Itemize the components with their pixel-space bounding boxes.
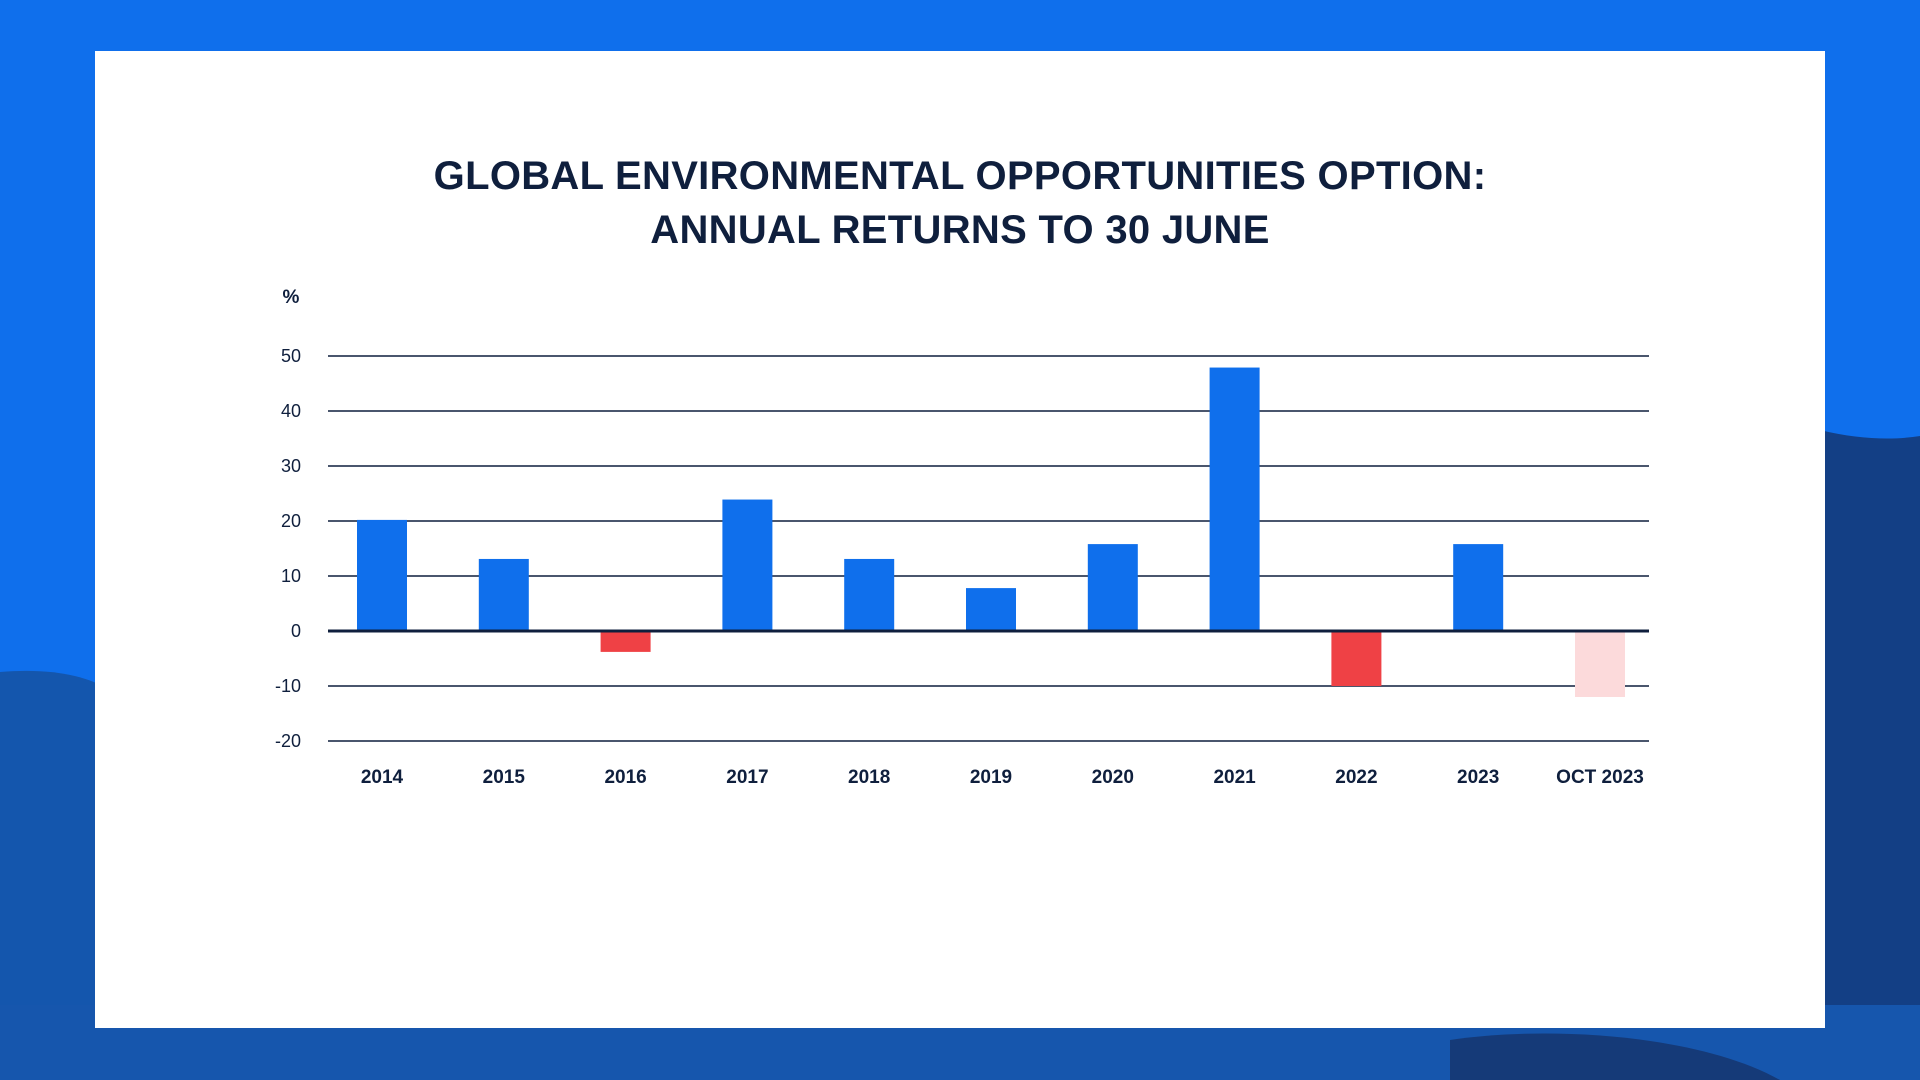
x-tick-label: OCT 2023 xyxy=(1556,767,1644,788)
bar-2020 xyxy=(1087,544,1138,631)
chart-title: GLOBAL ENVIRONMENTAL OPPORTUNITIES OPTIO… xyxy=(95,149,1825,257)
x-tick-label: 2019 xyxy=(970,767,1012,788)
x-tick-label: 2018 xyxy=(848,767,890,788)
x-tick-labels: 2014 2015 2016 2017 2018 2019 2020 2021 2022 2023… xyxy=(361,767,1644,788)
y-tick-label: -10 xyxy=(275,676,301,696)
y-tick-label: 20 xyxy=(281,511,301,531)
y-tick-label: -20 xyxy=(275,731,301,751)
bar-2018 xyxy=(844,558,895,631)
y-tick-labels: 50 40 30 20 10 0 -10 -20 xyxy=(275,346,301,751)
bar-2016 xyxy=(600,631,651,652)
y-tick-label: 0 xyxy=(291,621,301,641)
x-tick-label: 2016 xyxy=(604,767,646,788)
y-tick-label: 10 xyxy=(281,566,301,586)
bar-2014 xyxy=(357,519,407,631)
bar-2023 xyxy=(1453,544,1504,631)
gridlines xyxy=(328,355,1649,742)
x-tick-label: 2017 xyxy=(726,767,768,788)
y-tick-label: 40 xyxy=(281,401,301,421)
y-axis-label: % xyxy=(283,287,300,308)
bar-2019 xyxy=(966,588,1016,631)
y-tick-label: 50 xyxy=(281,346,301,366)
x-tick-label: 2014 xyxy=(361,767,404,788)
x-tick-label: 2020 xyxy=(1092,767,1134,788)
x-tick-label: 2015 xyxy=(483,767,526,788)
x-tick-label: 2023 xyxy=(1457,767,1499,788)
x-tick-label: 2021 xyxy=(1213,767,1256,788)
bar-2022 xyxy=(1331,631,1382,686)
x-tick-label: 2022 xyxy=(1335,767,1377,788)
bar-2015 xyxy=(478,558,529,631)
bar-oct-2023 xyxy=(1575,631,1625,697)
chart-title-line-1: GLOBAL ENVIRONMENTAL OPPORTUNITIES OPTIO… xyxy=(433,154,1487,198)
bar-chart: % 50 40 30 20 10 0 -10 -20 2014 2015 2016 2017 2018… xyxy=(275,287,1649,788)
chart-card: GLOBAL ENVIRONMENTAL OPPORTUNITIES OPTIO… xyxy=(95,51,1825,1028)
bar-2017 xyxy=(722,499,773,631)
chart-title-line-2: ANNUAL RETURNS TO 30 JUNE xyxy=(650,208,1270,252)
bar-2021 xyxy=(1209,367,1260,631)
bars xyxy=(357,367,1625,697)
y-tick-label: 30 xyxy=(281,456,301,476)
